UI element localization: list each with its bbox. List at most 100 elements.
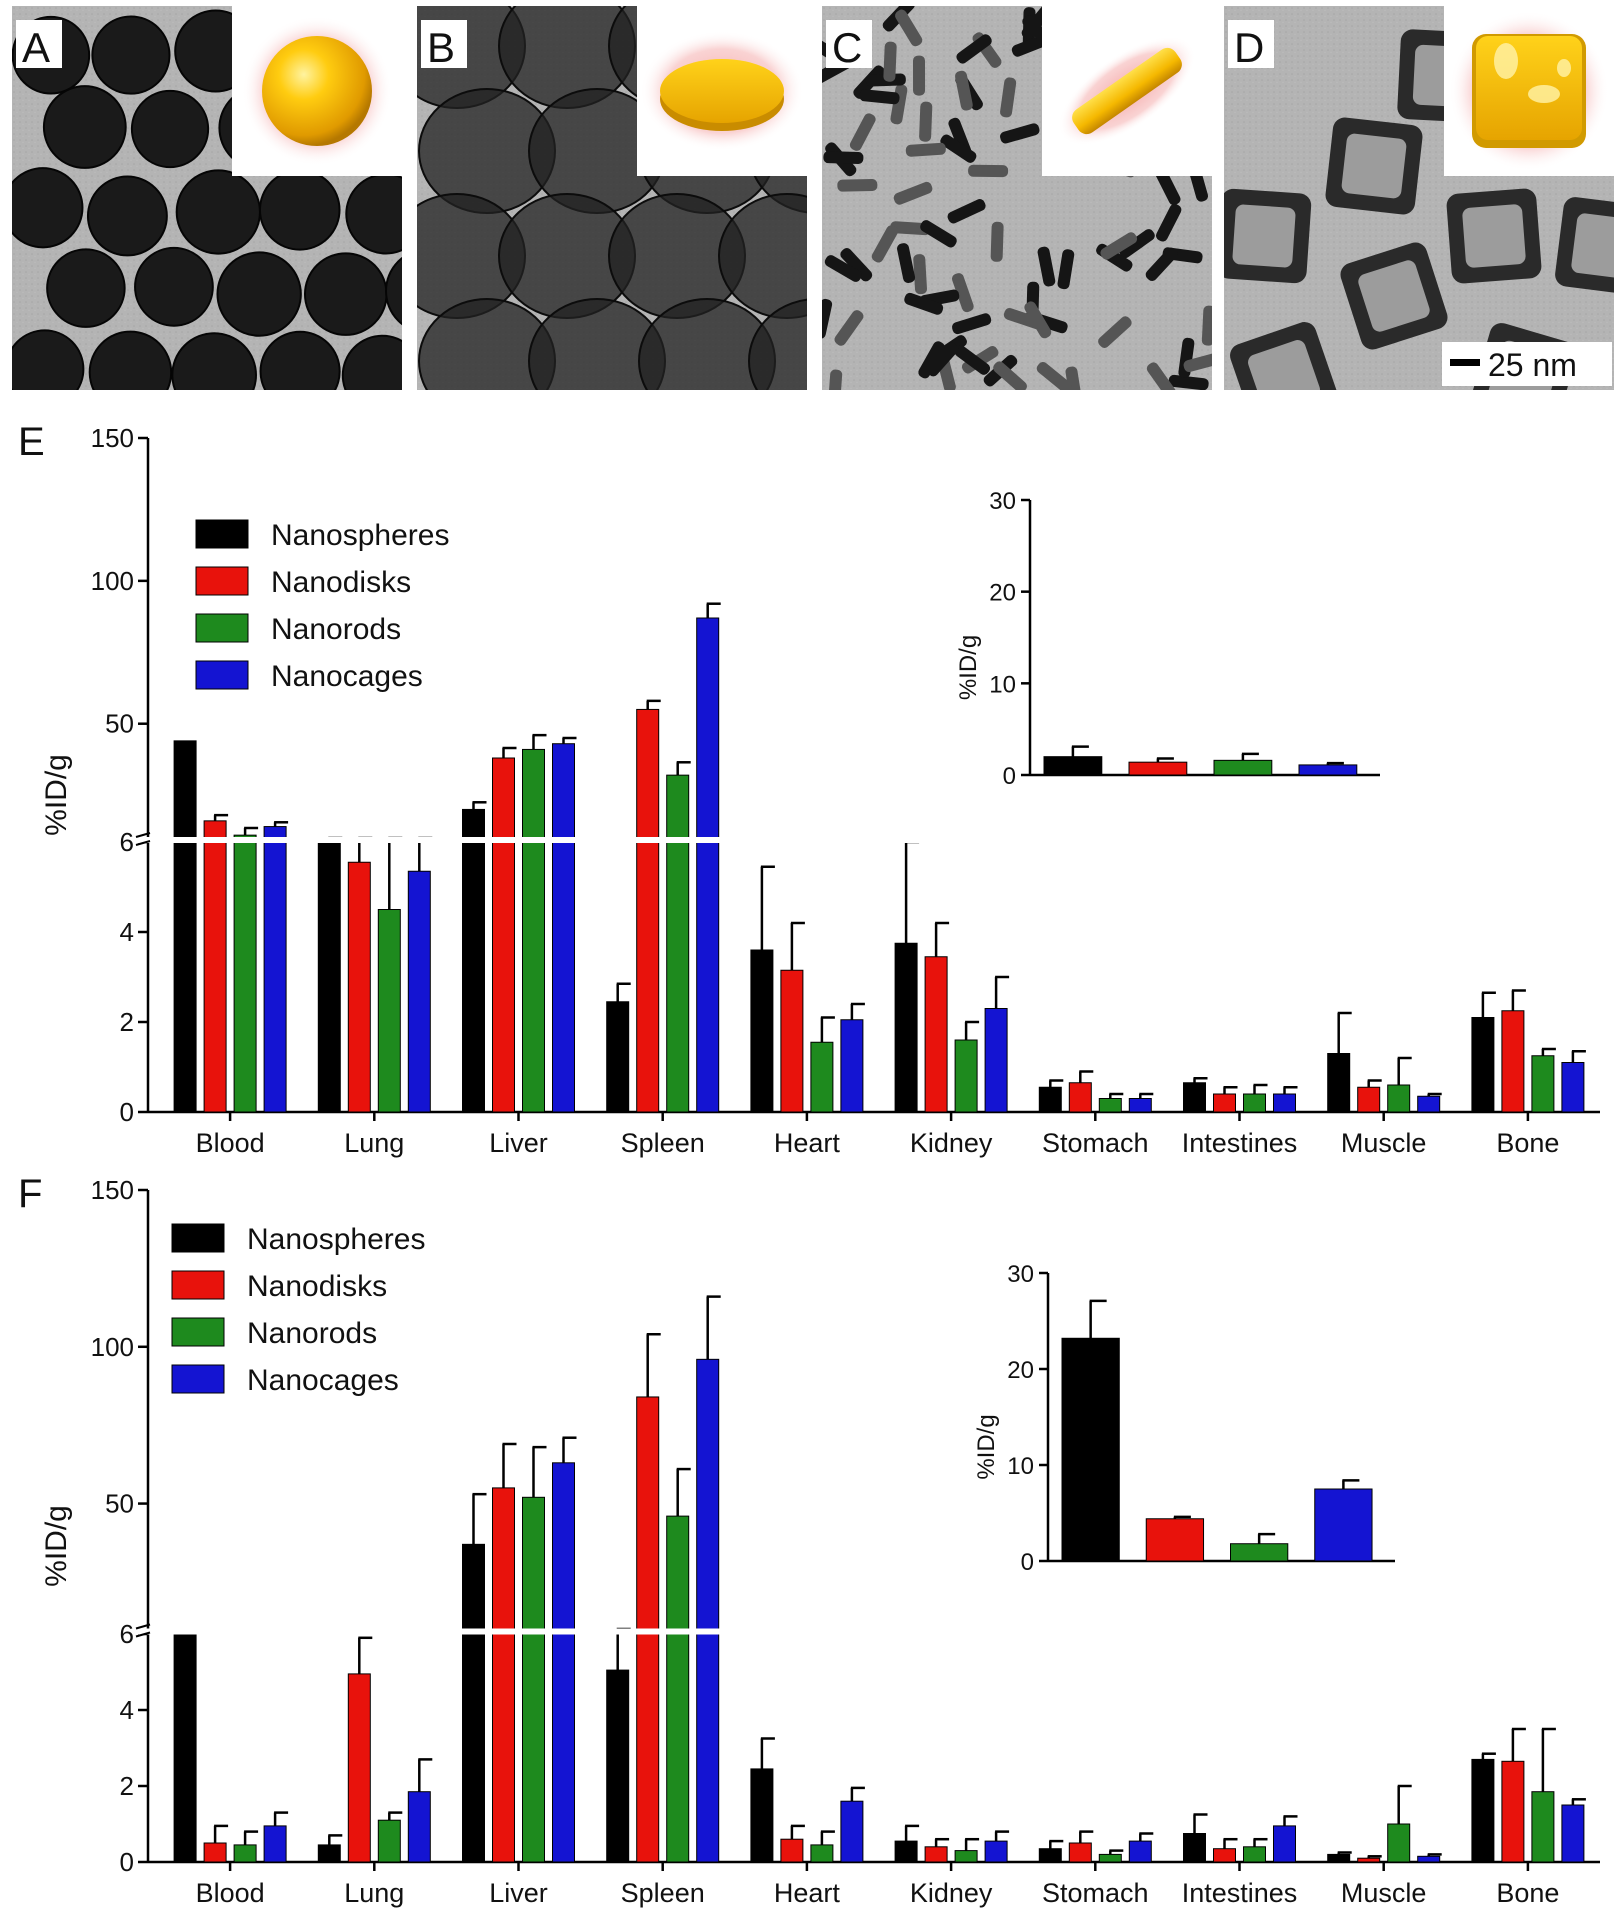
inset-bar-nanospheres xyxy=(1043,756,1103,776)
tem-panel-d: D 25 nm xyxy=(1224,6,1614,390)
bar-nanodisks xyxy=(492,1487,515,1863)
bar-nanorods xyxy=(1387,1823,1411,1863)
panel-label-d: D xyxy=(1234,24,1264,71)
inset-bar-nanospheres xyxy=(1061,1337,1120,1562)
panel-label-e: E xyxy=(18,420,45,464)
nanosphere xyxy=(130,89,210,169)
bar-nanospheres xyxy=(1038,1086,1062,1113)
nanosphere xyxy=(12,329,85,390)
nanocage-hollow xyxy=(1358,260,1430,332)
bar-nanospheres xyxy=(750,1768,774,1863)
nanorod xyxy=(956,34,992,64)
legend-label: Nanorods xyxy=(247,1317,377,1350)
legend-swatch xyxy=(195,566,249,596)
nanosphere xyxy=(42,85,127,169)
legend-label: Nanodisks xyxy=(247,1270,387,1303)
bar-nanorods xyxy=(1387,1084,1411,1113)
bar-nanodisks xyxy=(1501,1010,1525,1113)
bar-nanodisks xyxy=(1068,1082,1092,1113)
panel-label-b: B xyxy=(427,24,455,71)
bar-nanocages xyxy=(696,617,720,1113)
tem-panel-b: B xyxy=(417,6,807,390)
panel-letter-bg xyxy=(16,20,62,68)
bar-nanodisks xyxy=(1357,1086,1381,1113)
category-lung: Lung xyxy=(317,1636,433,1908)
bar-nanodisks xyxy=(203,1842,227,1863)
y-tick-label: 150 xyxy=(91,1175,134,1205)
legend-swatch xyxy=(195,660,249,690)
bar-nanorods xyxy=(233,1844,257,1863)
category-stomach: Stomach xyxy=(1038,1070,1154,1158)
x-tick-label: Blood xyxy=(196,1878,265,1908)
nanorod xyxy=(1146,362,1176,390)
nanorod xyxy=(919,101,933,142)
y-tick-label: 50 xyxy=(105,1489,134,1519)
x-tick-label: Intestines xyxy=(1182,1128,1298,1158)
axis-break-mark xyxy=(135,840,151,846)
category-lung: Lung xyxy=(317,836,433,1158)
y-tick-label: 4 xyxy=(120,917,134,947)
bar-nanospheres xyxy=(462,808,485,1113)
bar-nanodisks xyxy=(1501,1760,1525,1863)
x-tick-label: Lung xyxy=(344,1878,404,1908)
nanosphere xyxy=(303,252,388,336)
nanorod xyxy=(913,254,927,295)
panel-letter-bg xyxy=(421,20,467,68)
nanorod xyxy=(859,89,900,105)
tem-image-row: A B C D 25 nm xyxy=(12,6,1614,390)
nanorod xyxy=(912,55,926,96)
bar-nanodisks xyxy=(347,861,371,1113)
nanosphere xyxy=(341,334,402,390)
tem-panel-a: A xyxy=(12,6,402,390)
x-tick-label: Muscle xyxy=(1341,1878,1427,1908)
bar-nanocages xyxy=(1128,1840,1152,1863)
nanorod xyxy=(1000,123,1040,144)
nanorod xyxy=(954,345,991,375)
nanorod xyxy=(918,341,945,379)
bar-nanodisks xyxy=(1213,1848,1236,1863)
bar-nanocages xyxy=(1417,1095,1441,1113)
axis-break xyxy=(136,1628,1600,1635)
nanocage-hollow xyxy=(1232,204,1296,268)
x-tick-label: Stomach xyxy=(1042,1128,1149,1158)
bar-nanorods xyxy=(954,1850,978,1863)
nanorod xyxy=(968,164,1009,178)
bar-nanocages xyxy=(552,743,575,1113)
bar-nanospheres xyxy=(1183,1082,1206,1113)
panel-label-a: A xyxy=(22,24,50,71)
nanorod xyxy=(822,298,833,339)
y-axis-label: %ID/g xyxy=(40,1505,73,1587)
nanorod xyxy=(828,369,843,390)
inset-chart: 0 10 20 30 %ID/g xyxy=(955,488,1380,790)
nanorod xyxy=(904,292,944,315)
nanorod xyxy=(1155,167,1181,206)
nanorod xyxy=(1000,77,1017,118)
bar-nanorods xyxy=(1531,1055,1555,1113)
bar-nanospheres xyxy=(317,837,341,1113)
bar-nanodisks xyxy=(780,1838,804,1863)
bar-nanocages xyxy=(984,1840,1008,1863)
nanorod xyxy=(1156,203,1182,242)
bar-nanocages xyxy=(840,1800,864,1863)
x-tick-label: Intestines xyxy=(1182,1878,1298,1908)
x-tick-label: Lung xyxy=(344,1128,404,1158)
nanocage-hollow xyxy=(1248,340,1320,390)
tem-panel-c: C xyxy=(822,6,1212,390)
scale-bar xyxy=(1450,359,1480,366)
x-tick-label: Kidney xyxy=(910,1128,993,1158)
nanosphere xyxy=(258,169,341,251)
nanosphere xyxy=(88,330,173,390)
nanorod xyxy=(897,243,916,283)
axis-break xyxy=(136,837,1600,843)
sphere-icon xyxy=(242,16,392,166)
x-tick-label: Spleen xyxy=(621,1878,705,1908)
rod-icon xyxy=(1054,29,1200,153)
inset-y-tick-label: 0 xyxy=(1003,763,1016,790)
nanorod xyxy=(893,181,933,205)
nanorod xyxy=(920,220,957,248)
bar-nanorods xyxy=(522,748,545,1113)
nanorod xyxy=(993,361,1027,390)
legend: Nanospheres Nanodisks Nanorods Nanocages xyxy=(195,519,449,693)
legend: Nanospheres Nanodisks Nanorods Nanocages xyxy=(171,1223,425,1397)
bar-nanocages xyxy=(407,870,431,1113)
